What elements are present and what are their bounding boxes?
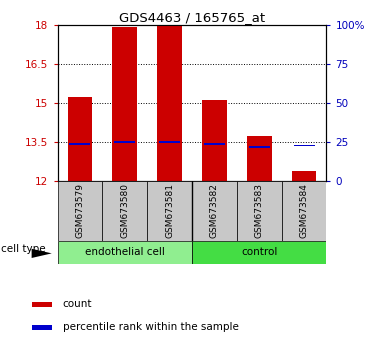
Text: GSM673579: GSM673579 xyxy=(75,183,85,238)
Bar xyxy=(157,26,182,181)
Bar xyxy=(293,144,315,147)
Text: control: control xyxy=(241,247,278,257)
Bar xyxy=(32,325,52,330)
Bar xyxy=(32,302,52,307)
Text: GSM673581: GSM673581 xyxy=(165,183,174,238)
Polygon shape xyxy=(32,249,52,258)
Bar xyxy=(112,27,137,181)
Text: GSM673584: GSM673584 xyxy=(299,183,309,238)
Bar xyxy=(247,136,272,181)
Bar xyxy=(192,181,237,241)
Bar xyxy=(249,146,270,148)
Text: count: count xyxy=(63,299,92,309)
Bar xyxy=(192,241,326,264)
Bar xyxy=(202,100,227,181)
Bar xyxy=(58,241,192,264)
Text: GSM673583: GSM673583 xyxy=(255,183,264,238)
Text: cell type: cell type xyxy=(1,244,46,254)
Title: GDS4463 / 165765_at: GDS4463 / 165765_at xyxy=(119,11,265,24)
Bar xyxy=(58,181,102,241)
Bar xyxy=(147,181,192,241)
Bar xyxy=(68,97,92,181)
Bar xyxy=(237,181,282,241)
Bar xyxy=(102,181,147,241)
Text: percentile rank within the sample: percentile rank within the sample xyxy=(63,322,239,332)
Bar xyxy=(69,143,91,145)
Text: GSM673582: GSM673582 xyxy=(210,183,219,238)
Bar xyxy=(204,143,225,145)
Text: GSM673580: GSM673580 xyxy=(120,183,129,238)
Bar xyxy=(292,171,316,181)
Text: endothelial cell: endothelial cell xyxy=(85,247,165,257)
Bar xyxy=(282,181,326,241)
Bar xyxy=(159,141,180,143)
Bar xyxy=(114,141,135,143)
